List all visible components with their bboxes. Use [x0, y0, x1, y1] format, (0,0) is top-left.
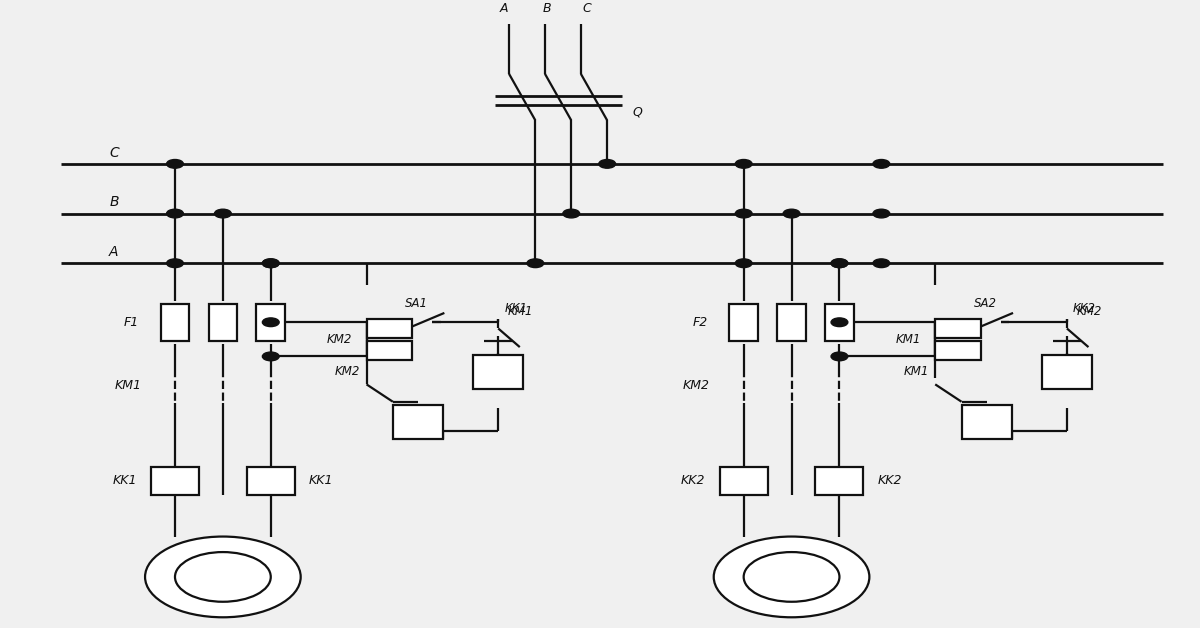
Circle shape [872, 160, 889, 168]
Circle shape [736, 209, 752, 218]
Circle shape [145, 536, 301, 617]
Circle shape [832, 318, 848, 327]
Text: KK1: KK1 [504, 302, 527, 315]
Circle shape [563, 209, 580, 218]
Bar [161, 303, 190, 341]
Circle shape [599, 160, 616, 168]
Bar [257, 303, 286, 341]
Bar [935, 319, 980, 338]
Bar [730, 303, 758, 341]
Text: KM2: KM2 [326, 333, 352, 346]
Bar [935, 341, 980, 359]
Circle shape [175, 552, 271, 602]
Bar [209, 303, 238, 341]
Circle shape [263, 259, 280, 268]
Text: KK2: KK2 [1073, 302, 1096, 315]
Text: SA2: SA2 [974, 297, 997, 310]
Text: KM2: KM2 [1076, 305, 1102, 318]
Circle shape [263, 259, 280, 268]
Text: KK2: KK2 [680, 474, 706, 487]
Bar [392, 404, 443, 439]
Circle shape [714, 536, 869, 617]
Circle shape [872, 259, 889, 268]
Text: C: C [582, 2, 592, 15]
Bar [247, 467, 295, 495]
Circle shape [784, 209, 800, 218]
Circle shape [263, 318, 280, 327]
Circle shape [736, 160, 752, 168]
Text: Q: Q [632, 106, 642, 119]
Text: C: C [109, 146, 119, 160]
Circle shape [744, 552, 840, 602]
Text: B: B [544, 2, 552, 15]
Text: A: A [500, 2, 509, 15]
Circle shape [167, 209, 184, 218]
Text: B: B [109, 195, 119, 209]
Circle shape [215, 209, 232, 218]
Text: KK1: KK1 [310, 474, 334, 487]
Bar [151, 467, 199, 495]
Text: KM1: KM1 [114, 379, 142, 392]
Text: KM2: KM2 [335, 365, 360, 379]
Bar [816, 467, 863, 495]
Bar [366, 341, 412, 359]
Circle shape [263, 352, 280, 360]
Text: KK2: KK2 [877, 474, 902, 487]
Text: SA1: SA1 [406, 297, 428, 310]
Circle shape [167, 259, 184, 268]
Circle shape [736, 259, 752, 268]
Bar [961, 404, 1012, 439]
Bar [720, 467, 768, 495]
Bar [473, 355, 523, 389]
Circle shape [167, 160, 184, 168]
Text: A: A [109, 245, 119, 259]
Circle shape [832, 259, 848, 268]
Circle shape [832, 259, 848, 268]
Text: KK1: KK1 [112, 474, 137, 487]
Bar [826, 303, 854, 341]
Text: KM1: KM1 [895, 333, 920, 346]
Text: KM1: KM1 [508, 305, 533, 318]
Circle shape [832, 352, 848, 360]
Text: F1: F1 [124, 316, 139, 328]
Circle shape [872, 209, 889, 218]
Bar [778, 303, 806, 341]
Bar [1042, 355, 1092, 389]
Circle shape [527, 259, 544, 268]
Bar [366, 319, 412, 338]
Text: KM2: KM2 [683, 379, 710, 392]
Text: F2: F2 [692, 316, 708, 328]
Text: KM1: KM1 [904, 365, 929, 379]
